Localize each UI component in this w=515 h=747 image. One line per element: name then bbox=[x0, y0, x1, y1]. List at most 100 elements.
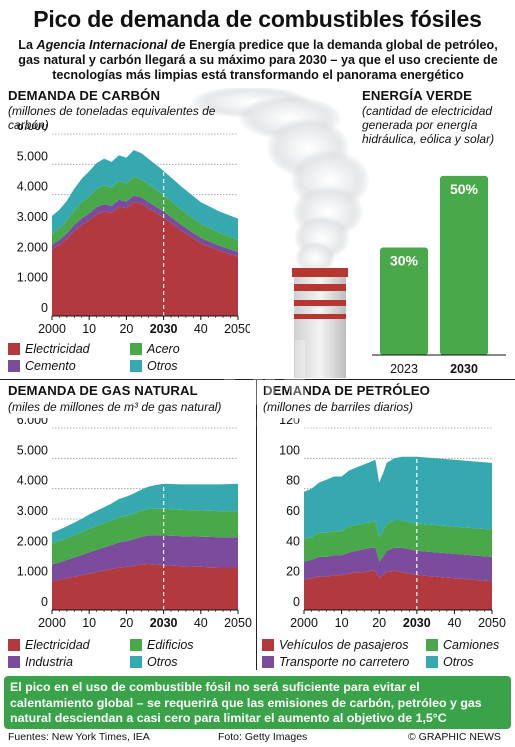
legend-label: Otros bbox=[443, 655, 474, 669]
series-area-edificios bbox=[52, 508, 238, 565]
gas-legend: Electricidad Edificios Industria Otros bbox=[8, 638, 253, 674]
legend-swatch bbox=[130, 656, 142, 668]
x-tick-label: 2050 bbox=[224, 322, 250, 336]
legend-item: Industria bbox=[8, 655, 73, 669]
gas-demand-chart: 6.000 5.000 4.000 3.000 2.000 1.000 0 2000 10 20 2… bbox=[17, 418, 252, 630]
gas-section-title: DEMANDA DE GAS NATURAL bbox=[8, 383, 198, 398]
y-tick-label: 4.000 bbox=[17, 180, 48, 194]
series-area-electricidad bbox=[52, 202, 238, 316]
legend-swatch bbox=[130, 639, 142, 651]
bar-value-label: 50% bbox=[450, 181, 479, 197]
section-divider bbox=[0, 379, 515, 380]
x-tick-label: 20 bbox=[372, 616, 386, 630]
x-tick-label: 20 bbox=[119, 616, 133, 630]
oil-demand-chart: 120 100 80 60 40 20 0 2000 10 20 2030 40 2050 bbox=[279, 418, 506, 630]
legend-swatch bbox=[130, 343, 142, 355]
section-divider bbox=[256, 380, 257, 670]
page-subtitle: La Agencia Internacional de Energía pred… bbox=[8, 38, 508, 83]
y-tick-label: 0 bbox=[293, 595, 300, 609]
legend-label: Electricidad bbox=[25, 342, 90, 356]
coal-unit: (millones de toneladas equivalentes de c… bbox=[8, 104, 216, 132]
legend-label: Transporte no carretero bbox=[279, 655, 410, 669]
series-area-vehículos-de-pasajeros bbox=[304, 570, 492, 610]
legend-item: Vehículos de pasajeros bbox=[262, 638, 408, 652]
y-tick-label: 20 bbox=[286, 565, 300, 579]
series-area-otros bbox=[52, 483, 238, 544]
x-tick-label: 10 bbox=[82, 616, 96, 630]
series-area-camiones bbox=[304, 520, 492, 562]
legend-label: Otros bbox=[147, 359, 178, 373]
coal-legend: Electricidad Acero Cemento Otros bbox=[8, 342, 248, 378]
footer-note: El pico en el uso de combustible fósil n… bbox=[4, 676, 511, 729]
series-area-industria bbox=[52, 535, 238, 582]
x-tick-label: 2000 bbox=[38, 616, 66, 630]
y-tick-label: 80 bbox=[286, 474, 300, 488]
legend-item: Cemento bbox=[8, 359, 76, 373]
legend-label: Otros bbox=[147, 655, 178, 669]
x-tick-label: 2000 bbox=[290, 616, 318, 630]
sources-credit: Fuentes: New York Times, IEA bbox=[8, 731, 150, 743]
legend-label: Acero bbox=[147, 342, 180, 356]
coal-section-title: DEMANDA DE CARBÓN bbox=[8, 88, 161, 103]
legend-label: Electricidad bbox=[25, 638, 90, 652]
legend-swatch bbox=[130, 360, 142, 372]
page-title: Pico de demanda de combustibles fósiles bbox=[33, 6, 482, 32]
y-tick-label: 1.000 bbox=[17, 565, 48, 579]
oil-section-title: DEMANDA DE PETRÓLEO bbox=[263, 383, 430, 398]
x-tick-label: 20 bbox=[119, 322, 133, 336]
y-tick-label: 0 bbox=[41, 301, 48, 315]
y-tick-label: 5.000 bbox=[17, 443, 48, 457]
legend-swatch bbox=[426, 639, 438, 651]
x-tick-label: 2050 bbox=[224, 616, 252, 630]
legend-item: Otros bbox=[130, 359, 178, 373]
legend-item: Transporte no carretero bbox=[262, 655, 409, 669]
legend-item: Camiones bbox=[426, 638, 499, 652]
subtitle-part: La bbox=[18, 38, 37, 52]
smokestack-illustration bbox=[190, 88, 370, 378]
series-area-acero bbox=[52, 176, 238, 252]
y-tick-label: 2.000 bbox=[17, 240, 48, 254]
y-tick-label: 2.000 bbox=[17, 534, 48, 548]
x-tick-label: 2030 bbox=[150, 322, 178, 336]
series-area-electricidad bbox=[52, 563, 238, 610]
legend-item: Electricidad bbox=[8, 342, 90, 356]
legend-swatch bbox=[8, 343, 20, 355]
series-area-otros bbox=[304, 456, 492, 539]
subtitle-part: Energía predice que la demanda global de… bbox=[18, 38, 498, 82]
x-tick-label: 2000 bbox=[38, 322, 66, 336]
legend-swatch bbox=[426, 656, 438, 668]
x-tick-label: 2030 bbox=[150, 616, 178, 630]
legend-item: Otros bbox=[426, 655, 474, 669]
legend-label: Vehículos de pasajeros bbox=[279, 638, 409, 652]
series-area-otros bbox=[52, 150, 238, 240]
y-tick-label: 3.000 bbox=[17, 504, 48, 518]
chimney bbox=[292, 268, 348, 378]
smoke bbox=[190, 88, 370, 274]
green-unit: (cantidad de electricidad generada por e… bbox=[362, 104, 495, 146]
y-tick-label: 0 bbox=[41, 595, 48, 609]
y-tick-label: 40 bbox=[286, 534, 300, 548]
legend-label: Cemento bbox=[25, 359, 76, 373]
oil-unit: (millones de barriles diarios) bbox=[263, 400, 414, 414]
x-tick-label: 2030 bbox=[403, 616, 431, 630]
legend-label: Industria bbox=[25, 655, 73, 669]
subtitle-agency: Agencia Internacional de bbox=[36, 38, 186, 52]
bar-category-label: 2023 bbox=[390, 362, 418, 376]
series-area-cemento bbox=[52, 195, 238, 257]
y-tick-label: 6.000 bbox=[17, 418, 48, 427]
legend-item: Otros bbox=[130, 655, 178, 669]
bar-value-label: 30% bbox=[390, 253, 419, 269]
gas-unit: (miles de millones de m³ de gas natural) bbox=[8, 400, 222, 414]
y-tick-label: 6.000 bbox=[17, 124, 48, 133]
legend-swatch bbox=[262, 639, 274, 651]
oil-legend: Vehículos de pasajeros Camiones Transpor… bbox=[262, 638, 512, 674]
copyright-credit: © GRAPHIC NEWS bbox=[408, 731, 501, 743]
legend-label: Edificios bbox=[147, 638, 194, 652]
x-tick-label: 2050 bbox=[478, 616, 506, 630]
legend-label: Camiones bbox=[443, 638, 500, 652]
legend-item: Electricidad bbox=[8, 638, 90, 652]
x-tick-label: 10 bbox=[335, 616, 349, 630]
coal-demand-chart: 6.000 5.000 4.000 3.000 2.000 1.000 0 2000 10 20 2… bbox=[17, 124, 250, 336]
y-tick-label: 1.000 bbox=[17, 271, 48, 285]
